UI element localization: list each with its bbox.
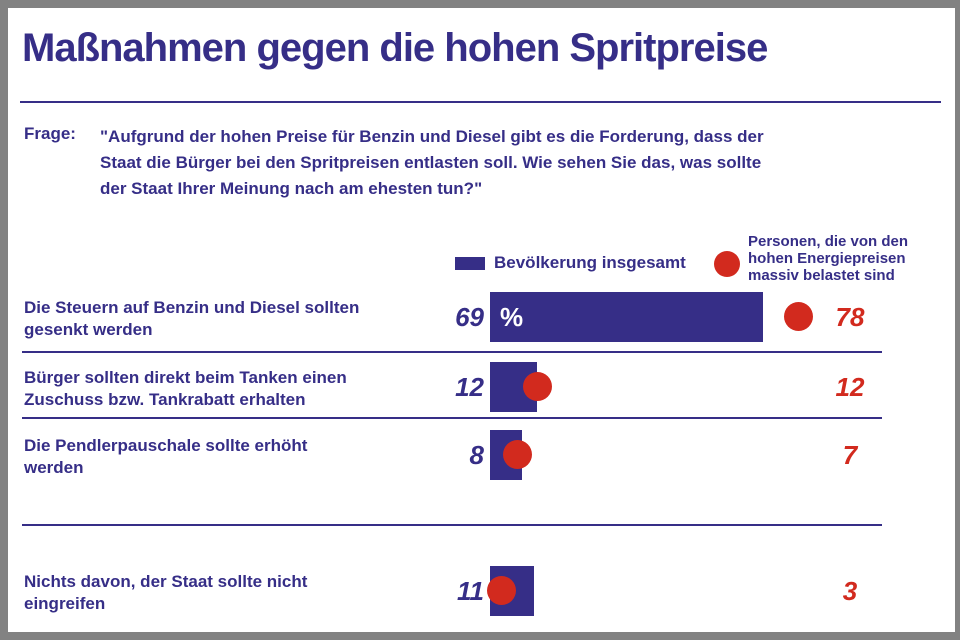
chart-row: Nichts davon, der Staat sollte nicht ein…	[0, 566, 960, 616]
burdened-dot	[523, 372, 552, 401]
percent-sign: %	[500, 302, 524, 332]
row-divider	[22, 417, 882, 419]
page-title: Maßnahmen gegen die hohen Spritpreise	[22, 26, 768, 70]
chart-row: Die Steuern auf Benzin und Diesel sollte…	[0, 292, 960, 342]
population-value: 8	[469, 440, 484, 470]
burdened-dot	[487, 576, 516, 605]
row-divider	[22, 524, 882, 526]
burdened-value: 12	[835, 372, 865, 402]
burdened-dot	[784, 302, 813, 331]
chart-row: Bürger sollten direkt beim Tanken einen …	[0, 362, 960, 412]
chart-row: Die Pendlerpauschale sollte erhöht werde…	[0, 430, 960, 480]
category-label: Die Pendlerpauschale sollte erhöht werde…	[24, 436, 308, 477]
category-label: Die Steuern auf Benzin und Diesel sollte…	[24, 298, 360, 339]
title-divider	[20, 101, 941, 103]
burdened-value: 78	[835, 302, 865, 332]
legend-dot-label: Personen, die von den hohen Energiepreis…	[748, 233, 909, 284]
legend-bar-label: Bevölkerung insgesamt	[494, 253, 686, 272]
population-bar: %	[490, 292, 763, 342]
burdened-value: 7	[842, 440, 858, 470]
row-divider	[22, 351, 882, 353]
population-value: 11	[457, 576, 484, 606]
category-label: Nichts davon, der Staat sollte nicht ein…	[24, 572, 308, 613]
legend-bar-swatch	[455, 257, 485, 270]
burdened-dot	[503, 440, 532, 469]
population-value: 12	[455, 372, 484, 402]
population-value: 69	[455, 302, 484, 332]
category-label: Bürger sollten direkt beim Tanken einen …	[24, 368, 347, 409]
burdened-value: 3	[842, 576, 858, 606]
question-prefix: Frage:	[24, 124, 76, 143]
question-text: "Aufgrund der hohen Preise für Benzin un…	[100, 127, 764, 198]
legend-dot-icon	[714, 251, 740, 277]
